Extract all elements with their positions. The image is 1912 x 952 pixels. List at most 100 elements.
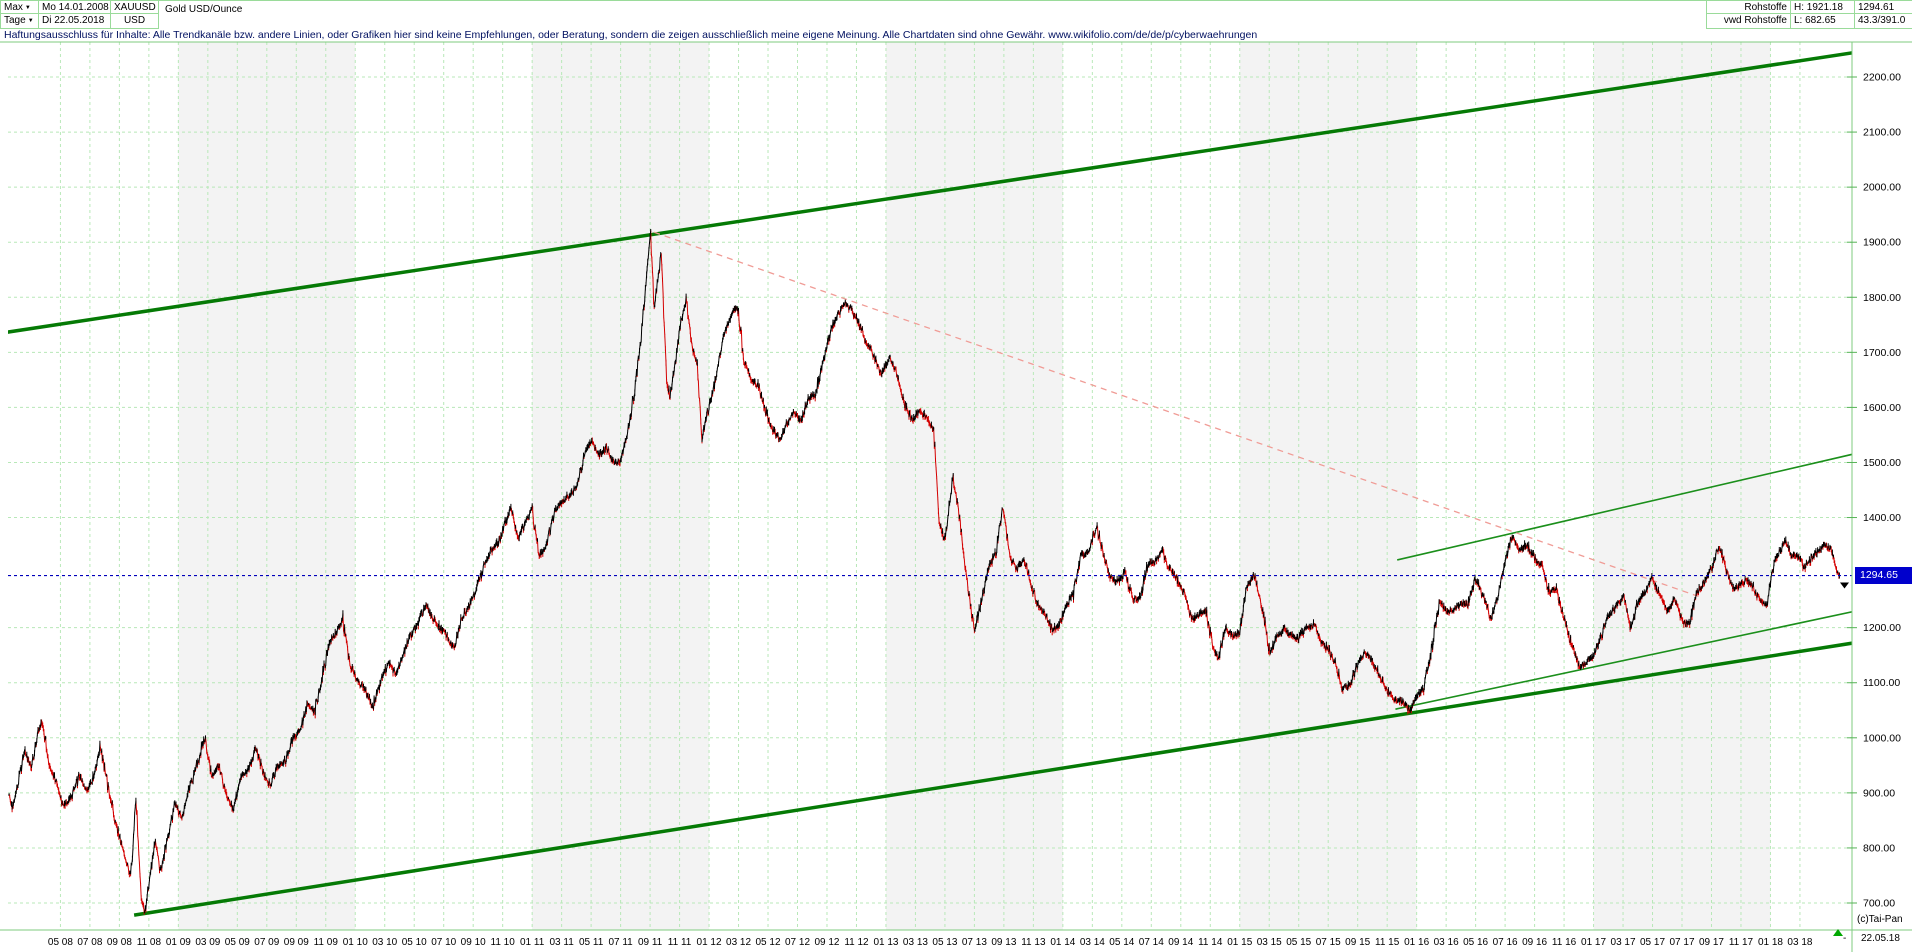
x-axis-label: 07 09 [254, 937, 279, 948]
x-axis-label: 11 09 [314, 937, 339, 948]
instrument-title: Gold USD/Ounce [165, 4, 243, 15]
x-axis-label: 03 09 [195, 937, 220, 948]
y-axis-label: 1400.00 [1863, 512, 1901, 524]
start-date: Mo 14.01.2008 [39, 1, 111, 14]
data-feed: vwd Rohstoffe [1706, 14, 1791, 28]
x-axis-label: 05 08 [48, 937, 73, 948]
x-axis-label: 07 13 [962, 937, 987, 948]
y-axis-label: 700.00 [1863, 898, 1895, 910]
trend-channel-lower [133, 641, 1852, 917]
x-axis-label: 03 18 [1787, 937, 1812, 948]
y-axis-label: 1600.00 [1863, 402, 1901, 414]
close-value: 1294.61 [1855, 1, 1912, 14]
last-price-badge: 1294.65 [1855, 567, 1912, 585]
x-axis-label: 03 12 [726, 937, 751, 948]
x-axis-label: 11 13 [1021, 937, 1046, 948]
x-axis-label: 05 12 [756, 937, 781, 948]
y-axis-label: 1000.00 [1863, 732, 1901, 744]
x-axis-label: 09 17 [1699, 937, 1724, 948]
x-axis-label: 09 11 [638, 937, 663, 948]
x-axis-label: 03 15 [1257, 937, 1282, 948]
x-axis-label: 07 15 [1316, 937, 1341, 948]
copyright-label: (c)Tai-Pan [1857, 914, 1903, 925]
x-axis-label: 01 14 [1050, 937, 1075, 948]
x-axis-label: 01 15 [1227, 937, 1252, 948]
x-axis-label: 11 15 [1375, 937, 1400, 948]
x-axis-label: 11 08 [137, 937, 162, 948]
y-axis-label: 1500.00 [1863, 457, 1901, 469]
x-axis-label: 11 16 [1552, 937, 1577, 948]
range-dropdown[interactable]: Max ▼ [0, 1, 39, 14]
x-axis-label: 11 12 [844, 937, 869, 948]
header-divider [0, 28, 159, 29]
instrument-group: Rohstoffe [1706, 1, 1791, 14]
x-axis-label: 11 14 [1198, 937, 1223, 948]
y-axis-label: 1900.00 [1863, 237, 1901, 249]
high-value: H: 1921.18 [1791, 1, 1855, 14]
x-axis-label: 07 08 [77, 937, 102, 948]
last-bar-marker [1840, 582, 1849, 589]
y-axis-label: 2000.00 [1863, 182, 1901, 194]
window-top-border [0, 0, 1912, 1]
x-axis-label: 01 11 [520, 937, 545, 948]
range-label: Max [4, 2, 23, 13]
x-axis-label: 05 16 [1463, 937, 1488, 948]
x-axis-label: 05 13 [932, 937, 957, 948]
trend-channel-upper [8, 51, 1852, 334]
low-value: L: 682.65 [1791, 14, 1855, 28]
y-axis-label: 2100.00 [1863, 127, 1901, 139]
y-axis-label: 800.00 [1863, 842, 1895, 854]
end-date: Di 22.05.2018 [39, 14, 111, 28]
x-axis-label: 11 10 [491, 937, 516, 948]
x-axis-label: 05 17 [1640, 937, 1665, 948]
x-axis-label: 03 10 [372, 937, 397, 948]
x-axis-label: 03 14 [1080, 937, 1105, 948]
x-axis-label: 05 10 [402, 937, 427, 948]
x-axis-label: 05 14 [1109, 937, 1134, 948]
x-axis-label: 11 17 [1729, 937, 1754, 948]
x-axis-label: 03 16 [1434, 937, 1459, 948]
x-axis-label: 01 18 [1758, 937, 1783, 948]
axis-dash-label: - [1843, 933, 1847, 944]
currency: USD [111, 14, 159, 28]
x-axis-label: 01 09 [166, 937, 191, 948]
y-axis-label: 1100.00 [1863, 677, 1900, 689]
x-axis-label: 05 09 [225, 937, 250, 948]
x-axis-label: 05 11 [579, 937, 604, 948]
current-date-label: 22.05.18 [1861, 933, 1900, 944]
x-axis-label: 01 12 [697, 937, 722, 948]
y-axis-label: 1700.00 [1863, 347, 1901, 359]
x-axis-label: 09 16 [1522, 937, 1547, 948]
x-axis-label: 07 16 [1493, 937, 1518, 948]
symbol: XAUUSD [111, 1, 159, 14]
x-axis-label: 07 12 [785, 937, 810, 948]
scroll-right-triangle-icon[interactable] [1833, 929, 1843, 936]
period-label: Tage [4, 15, 26, 26]
change-value: 43.3/391.0 [1858, 15, 1906, 26]
x-axis-label: 07 10 [431, 937, 456, 948]
trend-minor-upper [1397, 453, 1852, 561]
x-axis-label: 11 11 [668, 937, 692, 948]
y-axis-label: 1800.00 [1863, 292, 1901, 304]
x-axis-label: 03 11 [549, 937, 574, 948]
resistance-dashed [654, 231, 1700, 598]
y-axis-label: 900.00 [1863, 787, 1895, 799]
x-axis-label: 09 09 [284, 937, 309, 948]
x-axis-label: 01 16 [1404, 937, 1429, 948]
disclaimer-text: Haftungsausschluss für Inhalte: Alle Tre… [4, 29, 1258, 41]
plot-area[interactable] [1, 42, 1852, 930]
x-axis-label: 07 11 [608, 937, 633, 948]
period-dropdown[interactable]: Tage ▼ [0, 14, 39, 28]
header-divider [1706, 28, 1912, 29]
x-axis-label: 09 10 [461, 937, 486, 948]
chevron-down-icon: ▼ [24, 5, 31, 11]
x-axis-label: 03 17 [1611, 937, 1636, 948]
y-axis-label: 2200.00 [1863, 72, 1901, 84]
x-axis-label: 09 15 [1345, 937, 1370, 948]
chevron-down-icon: ▼ [27, 18, 34, 24]
x-axis-label: 01 17 [1581, 937, 1606, 948]
x-axis-label: 07 17 [1669, 937, 1694, 948]
